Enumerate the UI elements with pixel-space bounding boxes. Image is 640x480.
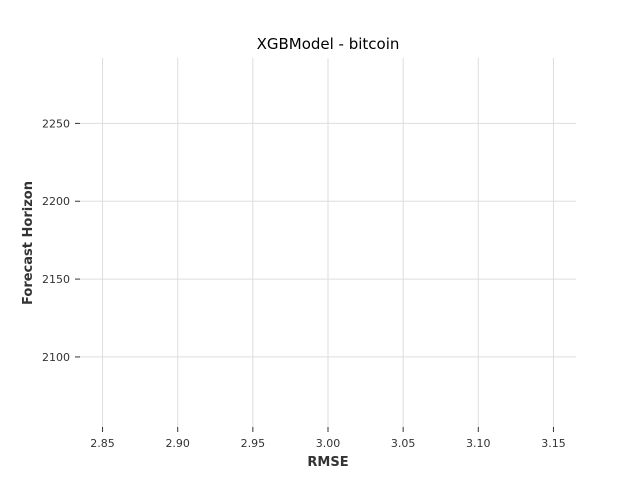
x-tick-label: 3.00	[316, 437, 341, 450]
grid-layer	[80, 58, 576, 427]
x-tick-label: 2.85	[90, 437, 115, 450]
x-tick-label: 2.90	[165, 437, 190, 450]
x-axis-label: RMSE	[307, 455, 348, 470]
x-tick-label: 2.95	[241, 437, 266, 450]
y-axis-label: Forecast Horizon	[21, 181, 36, 305]
y-tick-label: 2150	[42, 273, 70, 286]
chart-title: XGBModel - bitcoin	[257, 35, 400, 53]
x-tick-label: 3.05	[391, 437, 416, 450]
y-tick-label: 2250	[42, 117, 70, 130]
x-axis-ticks: 2.85 2.90 2.95 3.00 3.05 3.10 3.15	[90, 427, 566, 450]
y-tick-label: 2200	[42, 195, 70, 208]
y-axis-ticks: 2100 2150 2200 2250	[42, 117, 80, 364]
y-tick-label: 2100	[42, 351, 70, 364]
x-tick-label: 3.15	[541, 437, 566, 450]
x-tick-label: 3.10	[466, 437, 491, 450]
